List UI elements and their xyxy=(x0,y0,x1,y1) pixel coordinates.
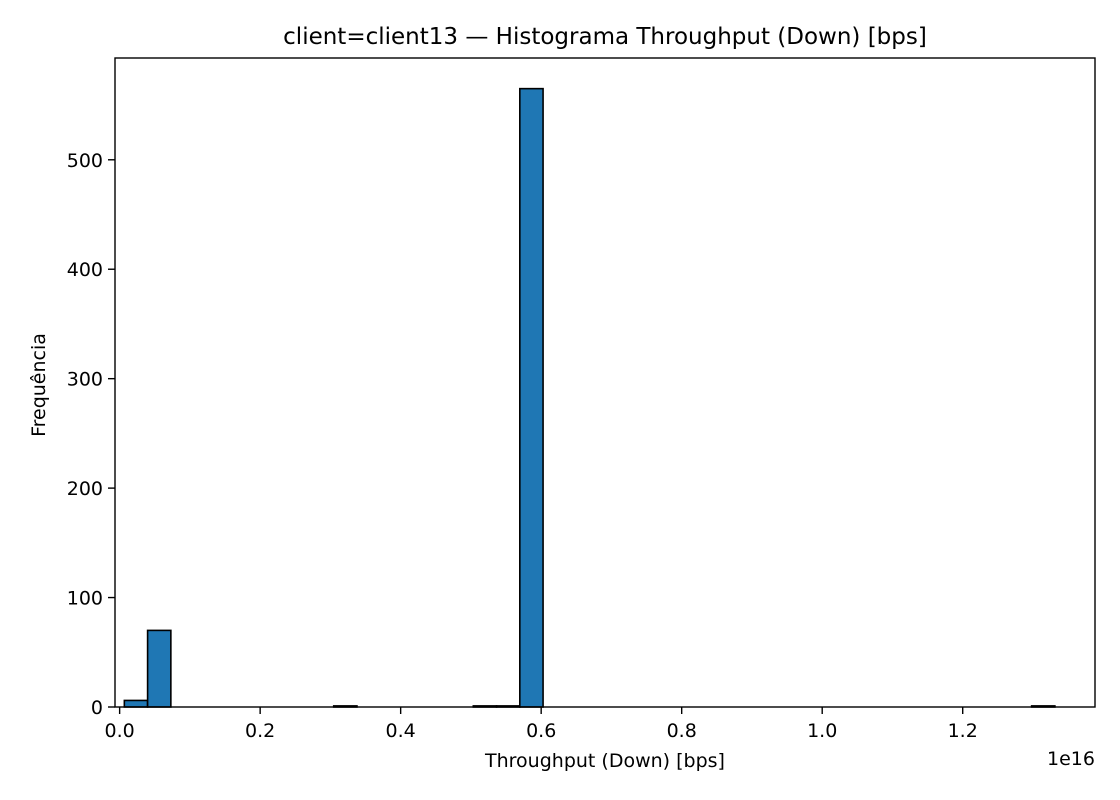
x-axis-offset-label: 1e16 xyxy=(1047,748,1095,770)
x-tick-label: 0.0 xyxy=(105,720,135,742)
x-tick-label: 1.2 xyxy=(948,720,978,742)
y-axis-label: Frequência xyxy=(28,333,50,437)
x-tick-label: 0.8 xyxy=(667,720,697,742)
x-axis-ticks: 0.0 0.2 0.4 0.6 0.8 1.0 1.2 xyxy=(105,707,978,742)
x-tick-label: 0.2 xyxy=(245,720,275,742)
histogram-bar-0 xyxy=(123,699,149,708)
y-tick-label: 300 xyxy=(67,369,103,391)
chart-title: client=client13 — Histograma Throughput … xyxy=(283,24,927,50)
y-tick-label: 100 xyxy=(67,588,103,610)
histogram-bars xyxy=(123,87,1056,708)
y-tick-label: 400 xyxy=(67,259,103,281)
y-tick-label: 0 xyxy=(91,697,103,719)
y-tick-label: 200 xyxy=(67,478,103,500)
histogram-bar-5 xyxy=(519,87,544,708)
y-axis-ticks: 0 100 200 300 400 500 xyxy=(67,150,115,719)
x-tick-label: 1.0 xyxy=(807,720,837,742)
histogram-bar-1 xyxy=(146,629,172,708)
x-tick-label: 0.6 xyxy=(526,720,556,742)
x-axis-label: Throughput (Down) [bps] xyxy=(484,750,725,772)
x-tick-label: 0.4 xyxy=(386,720,416,742)
plot-frame xyxy=(114,57,1096,708)
y-tick-label: 500 xyxy=(67,150,103,172)
